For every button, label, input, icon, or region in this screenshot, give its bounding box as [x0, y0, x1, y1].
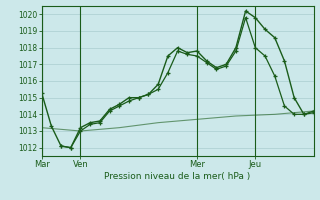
- X-axis label: Pression niveau de la mer( hPa ): Pression niveau de la mer( hPa ): [104, 172, 251, 181]
